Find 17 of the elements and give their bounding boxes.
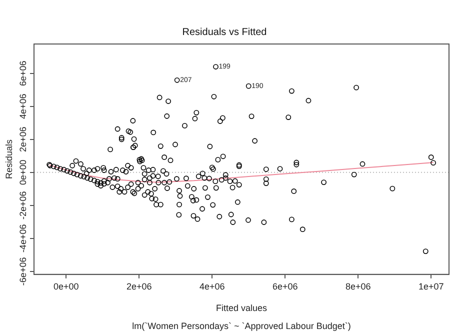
- y-tick-label: 2e+06: [18, 126, 28, 152]
- y-tick-label: 0e+00: [18, 160, 28, 186]
- x-tick-label: 6e+06: [272, 281, 298, 292]
- x-tick-label: 0e+00: [53, 281, 79, 292]
- y-tick-label: 4e+06: [18, 94, 28, 120]
- chart-title: Residuals vs Fitted: [182, 26, 267, 38]
- x-axis-title: Fitted values: [216, 303, 268, 314]
- y-tick-label: -4e+06: [18, 224, 28, 253]
- x-tick-label: 1e+07: [418, 281, 444, 292]
- y-axis-title: Residuals: [4, 138, 14, 179]
- x-tick-label: 4e+06: [199, 281, 225, 292]
- y-tick-label: -6e+06: [18, 257, 28, 286]
- text: lm(`Women Persondays` ~ `Approved Labour Budget`): [132, 321, 351, 331]
- y-tick-label: -2e+06: [18, 191, 28, 220]
- x-tick-label: 8e+06: [345, 281, 371, 292]
- y-tick-label: 6e+06: [18, 60, 28, 86]
- x-tick-label: 2e+06: [126, 281, 152, 292]
